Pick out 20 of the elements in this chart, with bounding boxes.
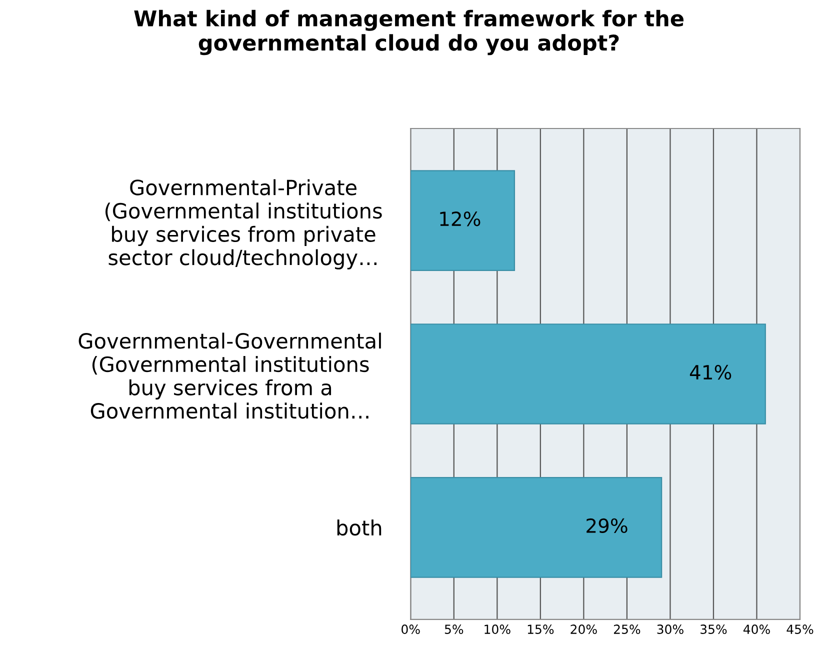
y-tick-label: both	[337, 519, 382, 536]
data-label: 29%	[586, 518, 628, 534]
x-tick-label: 5%	[444, 624, 464, 634]
x-tick-label: 25%	[614, 624, 640, 634]
x-tick-label: 40%	[743, 624, 770, 634]
x-tick-label: 30%	[657, 624, 684, 634]
bar	[410, 170, 516, 271]
y-tick-label: Governmental-Private (Governmental institutions buy services from private sector cloud/technology…	[105, 179, 382, 270]
bar	[410, 476, 662, 578]
data-label: 41%	[690, 364, 732, 380]
chart-title: What kind of management framework for the governmental cloud do you adopt?	[134, 10, 684, 56]
x-tick-label: 15%	[528, 624, 554, 634]
bar	[410, 324, 766, 424]
x-tick-label: 35%	[700, 624, 727, 634]
x-tick-label: 20%	[570, 624, 597, 634]
x-tick-label: 45%	[786, 624, 814, 634]
x-tick-label: 0%	[402, 624, 420, 634]
data-label: 12%	[440, 211, 480, 226]
x-tick-label: 10%	[484, 624, 510, 634]
y-tick-label: Governmental-Governmental (Governmental institutions buy services from a Governmental institution…	[78, 332, 381, 419]
